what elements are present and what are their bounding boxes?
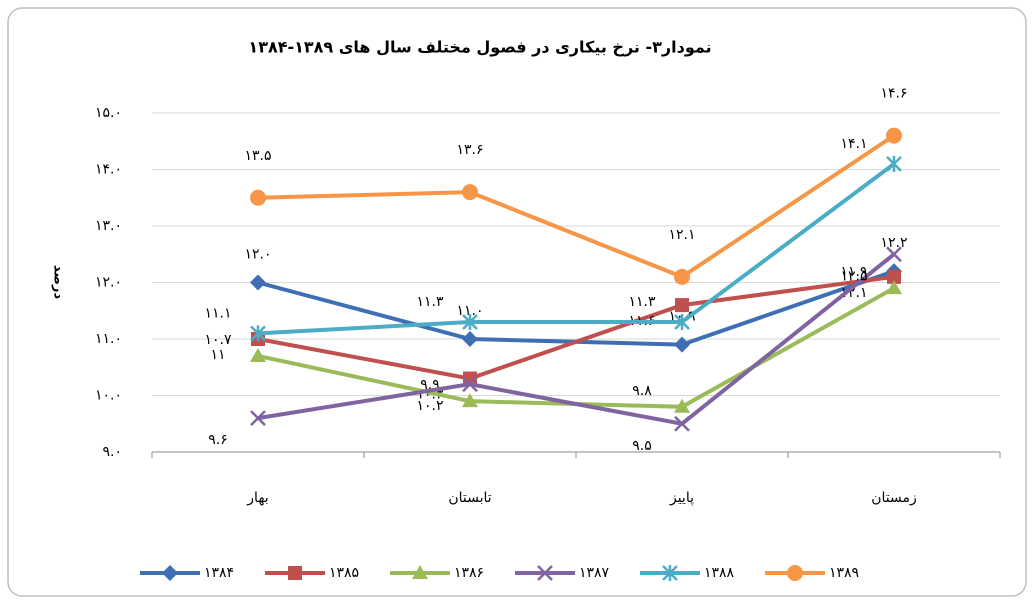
- marker: [787, 565, 803, 581]
- x-tick-label: پاییز: [669, 490, 694, 506]
- data-label: ۱۰.۷: [204, 332, 231, 348]
- data-label: ۹.۵: [632, 438, 652, 454]
- data-label: ۱۱.۱: [204, 305, 231, 321]
- marker: [162, 565, 178, 581]
- data-label: ۱۲.۵: [840, 268, 867, 284]
- legend-label: ۱۳۸۹: [829, 565, 859, 581]
- data-label: ۱۴.۶: [880, 86, 907, 102]
- data-label: ۱۲.۰: [244, 247, 271, 263]
- marker: [250, 410, 266, 426]
- data-label: ۹.۸: [632, 383, 652, 399]
- marker: [462, 376, 478, 393]
- marker: [886, 127, 902, 144]
- marker: [412, 565, 428, 579]
- y-tick-label: ۱۳.۰: [95, 218, 122, 234]
- marker: [662, 565, 678, 581]
- y-tick-label: ۹.۰: [103, 444, 123, 460]
- data-label: ۱۳.۶: [456, 142, 483, 158]
- marker: [288, 566, 302, 580]
- marker: [674, 398, 690, 413]
- data-label: ۱۱: [210, 347, 225, 363]
- data-label: ۱۲.۱: [840, 285, 867, 301]
- y-tick-label: ۱۱.۰: [95, 331, 122, 347]
- marker: [462, 331, 478, 347]
- marker: [886, 246, 902, 263]
- x-tick-label: زمستان: [871, 490, 917, 506]
- data-label: ۱۱.۳: [628, 294, 655, 310]
- data-label: ۱۲.۱: [668, 227, 695, 243]
- data-label: ۹.۶: [208, 432, 228, 448]
- data-label: ۱۲.۲: [880, 235, 907, 251]
- legend-label: ۱۳۸۷: [579, 565, 610, 581]
- x-tick-label: تابستان: [448, 490, 491, 506]
- marker: [674, 314, 690, 331]
- data-label: ۱۴.۱: [840, 136, 867, 152]
- y-tick-label: ۱۵.۰: [95, 105, 122, 121]
- legend-label: ۱۳۸۶: [454, 565, 484, 581]
- marker: [462, 314, 478, 331]
- marker: [462, 184, 478, 201]
- series-line: [257, 252, 896, 426]
- data-label: ۱۳.۵: [244, 148, 271, 164]
- y-tick-label: ۱۴.۰: [95, 162, 122, 178]
- legend-label: ۱۳۸۵: [329, 565, 359, 581]
- marker: [250, 325, 266, 342]
- y-tick-label: ۱۲.۰: [95, 275, 122, 291]
- data-label: ۱۰.۲: [416, 398, 443, 414]
- marker: [537, 565, 553, 581]
- chart-frame: [7, 7, 1027, 597]
- legend-label: ۱۳۸۴: [204, 565, 234, 581]
- marker: [675, 298, 689, 313]
- chart-title: نمودار۳- نرخ بیکاری در فصول مختلف سال ها…: [248, 38, 711, 57]
- series-line: [257, 133, 896, 280]
- y-axis-label: درصد: [51, 265, 66, 300]
- marker: [674, 415, 690, 432]
- data-label: ۱۱.۳: [416, 294, 443, 310]
- legend-label: ۱۳۸۸: [704, 565, 735, 581]
- marker: [250, 347, 266, 362]
- marker: [462, 393, 478, 408]
- marker: [674, 336, 690, 353]
- series-line: [257, 274, 895, 381]
- y-tick-label: ۱۰.۰: [95, 388, 122, 404]
- marker: [674, 268, 690, 285]
- marker: [250, 274, 266, 291]
- marker: [886, 155, 902, 172]
- marker: [886, 280, 902, 295]
- series-line: [257, 162, 896, 336]
- data-label: ۱۱.۹: [840, 264, 867, 280]
- x-tick-label: بهار: [246, 490, 268, 506]
- marker: [250, 189, 266, 206]
- marker: [887, 269, 901, 284]
